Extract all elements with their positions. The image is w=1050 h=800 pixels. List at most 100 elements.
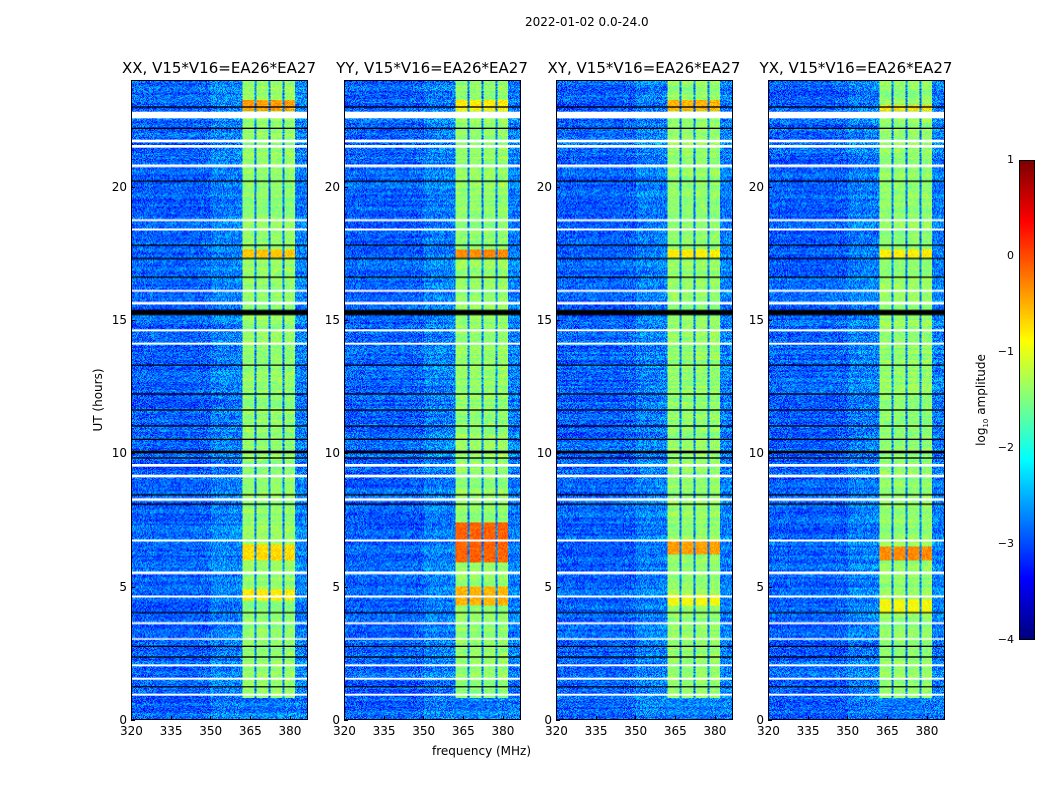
y-tick	[556, 453, 560, 455]
figure-title: 2022-01-02 0.0-24.0	[525, 15, 649, 29]
x-tick-label: 380	[915, 724, 939, 738]
x-tick-label: 380	[703, 724, 727, 738]
x-tick	[635, 716, 637, 720]
x-tick	[847, 716, 849, 720]
x-tick	[383, 716, 385, 720]
waterfall-panel	[556, 80, 733, 720]
x-tick	[170, 716, 172, 720]
panel-title: YY, V15*V16=EA26*EA27	[336, 59, 528, 77]
x-tick-label: 380	[491, 724, 515, 738]
y-tick	[344, 186, 348, 188]
x-tick-label: 365	[451, 724, 475, 738]
y-tick-label: 10	[111, 446, 127, 461]
x-tick	[674, 716, 676, 720]
y-tick-label: 20	[536, 179, 552, 194]
y-tick-label: 20	[111, 179, 127, 194]
y-tick	[556, 186, 560, 188]
x-tick-label: 335	[372, 724, 396, 738]
x-tick-label: 350	[412, 724, 436, 738]
x-tick	[131, 716, 132, 720]
y-tick	[131, 320, 135, 321]
y-tick-label: 0	[332, 713, 340, 727]
colorbar-tick-label: 1	[1007, 153, 1014, 166]
x-tick-label: 365	[238, 724, 262, 738]
y-tick-label: 15	[748, 313, 764, 327]
heatmap-image	[345, 81, 520, 719]
y-tick	[344, 320, 348, 321]
colorbar-tick-label: 0	[1007, 249, 1014, 262]
y-tick	[131, 453, 135, 455]
y-tick	[344, 586, 348, 588]
x-tick	[210, 716, 212, 720]
x-tick-label: 380	[278, 724, 302, 738]
colorbar	[1019, 160, 1035, 640]
x-tick-label: 350	[624, 724, 648, 738]
x-tick	[289, 716, 291, 720]
x-tick-label: 365	[663, 724, 687, 738]
y-tick	[131, 586, 135, 588]
y-tick	[556, 586, 560, 588]
y-tick-label: 5	[119, 579, 127, 594]
colorbar-tick-label: −2	[997, 441, 1014, 454]
y-tick-label: 0	[756, 713, 764, 727]
waterfall-panel	[768, 80, 945, 720]
y-tick-label: 15	[324, 313, 340, 327]
x-tick	[807, 716, 809, 720]
x-tick	[502, 716, 504, 720]
heatmap-image	[557, 81, 732, 719]
y-tick	[768, 320, 772, 321]
y-tick	[768, 586, 772, 588]
x-tick	[344, 716, 345, 720]
y-tick	[768, 720, 772, 721]
y-tick	[131, 186, 135, 188]
x-tick	[886, 716, 888, 720]
x-tick	[423, 716, 425, 720]
y-tick	[344, 453, 348, 455]
y-tick-label: 20	[748, 179, 764, 194]
x-tick	[595, 716, 597, 720]
x-tick-label: 335	[159, 724, 183, 738]
y-axis-label: UT (hours)	[91, 368, 105, 432]
x-tick-label: 350	[199, 724, 223, 738]
x-tick-label: 335	[796, 724, 820, 738]
y-tick-label: 5	[544, 579, 552, 594]
waterfall-panel	[131, 80, 308, 720]
y-tick-label: 5	[332, 579, 340, 594]
colorbar-tick-label: −4	[997, 633, 1014, 646]
x-tick-label: 320	[545, 724, 568, 738]
heatmap-image	[132, 81, 307, 719]
x-tick	[926, 716, 928, 720]
x-tick	[462, 716, 464, 720]
panel-title: YX, V15*V16=EA26*EA27	[759, 59, 953, 77]
x-tick-label: 320	[757, 724, 780, 738]
heatmap-image	[769, 81, 944, 719]
x-tick	[768, 716, 769, 720]
panel-title: XX, V15*V16=EA26*EA27	[121, 59, 316, 77]
x-tick	[556, 716, 557, 720]
y-tick-label: 0	[544, 713, 552, 727]
x-tick	[249, 716, 251, 720]
x-tick-label: 350	[836, 724, 860, 738]
colorbar-tick-label: −3	[997, 537, 1014, 550]
y-tick-label: 0	[119, 713, 127, 727]
y-tick-label: 15	[111, 313, 127, 327]
y-tick-label: 10	[324, 446, 340, 461]
y-tick-label: 10	[536, 446, 552, 461]
x-tick	[714, 716, 716, 720]
y-tick	[768, 453, 772, 455]
waterfall-panel	[344, 80, 521, 720]
y-tick-label: 5	[756, 579, 764, 594]
panel-title: XY, V15*V16=EA26*EA27	[547, 59, 741, 77]
colorbar-label: log10 amplitude	[973, 354, 991, 446]
y-tick	[556, 320, 560, 321]
y-tick-label: 10	[748, 446, 764, 461]
y-tick-label: 20	[324, 179, 340, 194]
x-tick-label: 335	[584, 724, 608, 738]
x-tick-label: 365	[875, 724, 899, 738]
x-tick-label: 320	[333, 724, 356, 738]
y-tick	[131, 720, 135, 721]
colorbar-tick-label: −1	[997, 345, 1014, 358]
y-tick	[556, 720, 560, 721]
x-tick-label: 320	[120, 724, 143, 738]
